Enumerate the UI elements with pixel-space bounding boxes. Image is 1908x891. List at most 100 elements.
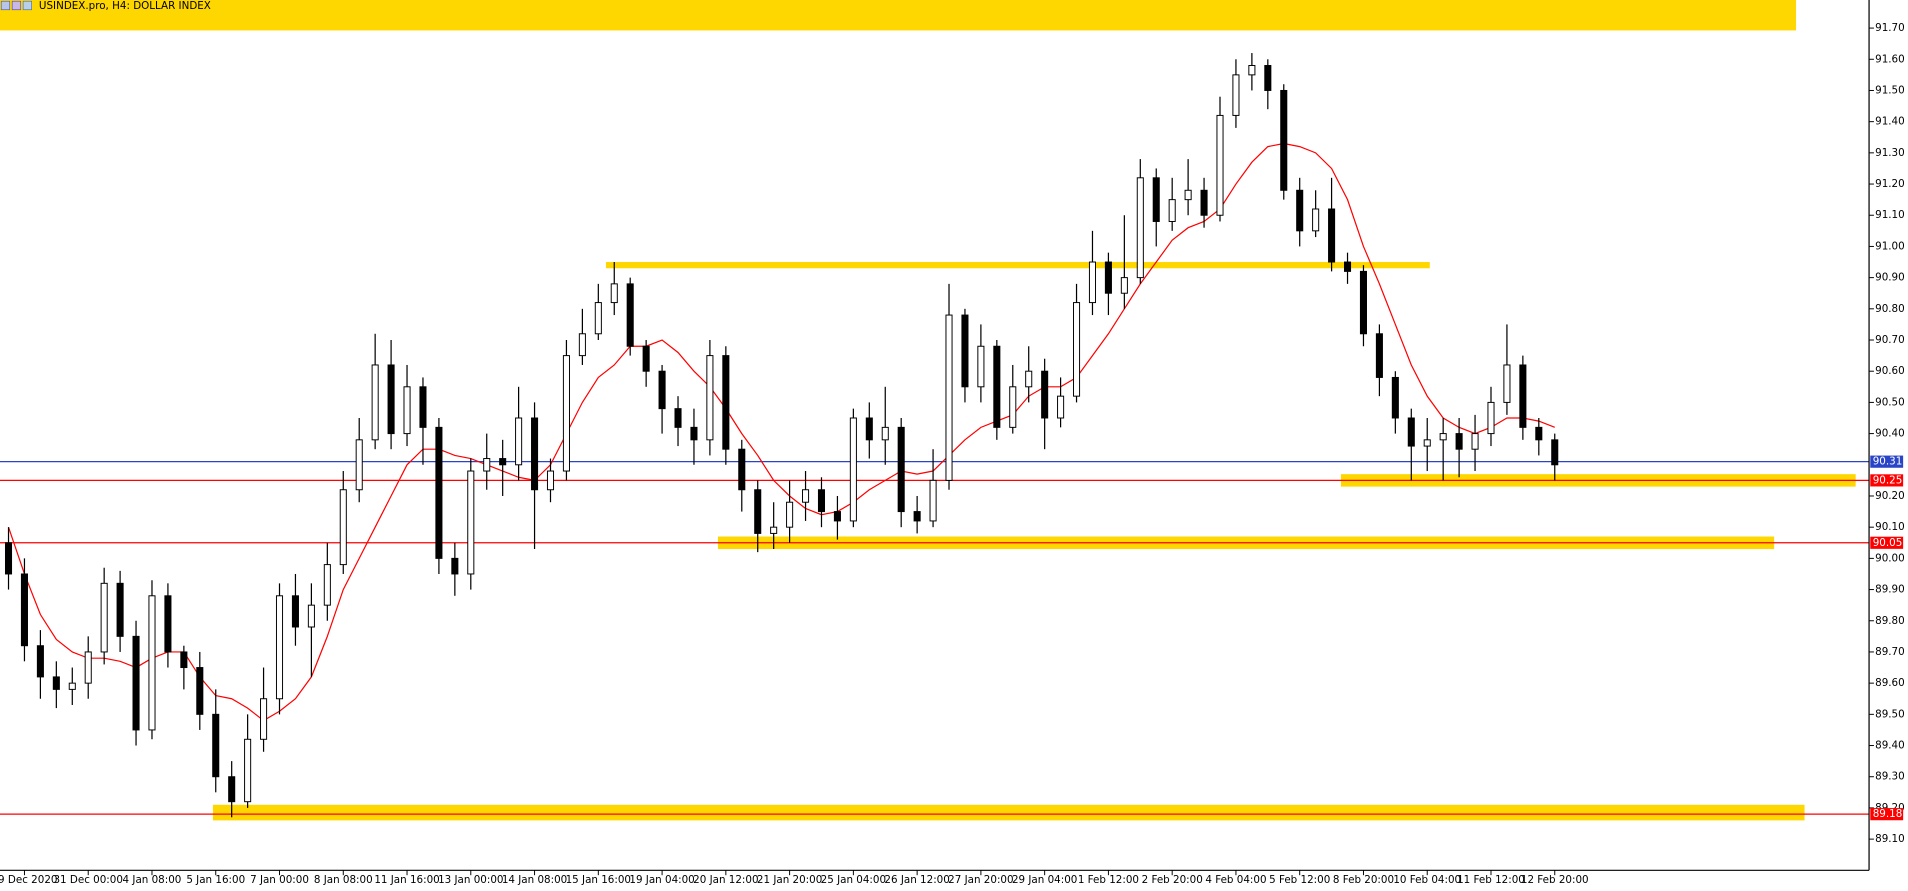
candle-body	[1343, 261, 1352, 272]
x-tick-label: 21 Jan 20:00	[757, 874, 822, 886]
y-tick-label: 90.20	[1875, 490, 1905, 502]
candle-body	[1423, 439, 1431, 447]
candle-body	[1359, 270, 1367, 335]
x-tick-label: 26 Jan 12:00	[884, 874, 949, 886]
candle-body	[690, 426, 698, 441]
y-tick-label: 91.70	[1875, 22, 1905, 34]
candle-body	[1296, 189, 1304, 232]
y-tick-label: 89.30	[1875, 771, 1905, 783]
y-tick-label: 90.60	[1875, 365, 1905, 377]
candle-body	[770, 526, 778, 534]
ma-layer	[7, 142, 1555, 722]
icon[interactable]	[22, 0, 33, 11]
candle-body	[116, 582, 124, 637]
icon[interactable]	[0, 0, 11, 11]
level-label: 90.25	[1873, 474, 1903, 486]
candle-body	[1216, 114, 1224, 216]
candle-body	[499, 458, 507, 466]
candle-body	[562, 355, 570, 472]
candle-body	[260, 698, 268, 740]
candle-body	[52, 676, 60, 690]
candle-body	[212, 713, 220, 778]
y-tick-label: 89.70	[1875, 646, 1905, 658]
candle-body	[387, 364, 395, 435]
candle-body	[1487, 401, 1495, 435]
candle-body	[754, 489, 762, 534]
candle-body	[467, 470, 475, 575]
candle-body	[897, 426, 905, 513]
candle-body	[1455, 433, 1463, 450]
candle-body	[515, 417, 523, 466]
candle-body	[100, 582, 108, 653]
y-tick-label: 91.40	[1875, 116, 1905, 128]
x-tick-label: 29 Dec 2020	[0, 874, 57, 886]
candle-body	[1152, 177, 1160, 222]
candle-body	[244, 738, 252, 803]
candle-body	[1232, 74, 1240, 116]
candle-body	[307, 604, 315, 628]
candle-body	[275, 595, 284, 700]
x-tick-label: 4 Feb 04:00	[1205, 874, 1266, 886]
x-tick-label: 19 Jan 04:00	[629, 874, 694, 886]
candle-body	[594, 302, 602, 335]
candle-body	[196, 667, 204, 715]
x-tick-label: 29 Jan 04:00	[1012, 874, 1077, 886]
candle-body	[722, 355, 730, 450]
y-tick-label: 91.30	[1875, 147, 1905, 159]
candle-body	[36, 645, 44, 678]
y-tick-label: 90.40	[1875, 428, 1905, 440]
y-tick-label: 91.20	[1875, 178, 1905, 190]
candle-body	[228, 776, 236, 803]
y-tick-label: 90.50	[1875, 396, 1905, 408]
candle-body	[291, 595, 299, 628]
x-tick-label: 31 Dec 00:00	[53, 874, 122, 886]
candle-body	[132, 635, 140, 731]
candle-body	[817, 489, 826, 513]
x-tick-label: 25 Jan 04:00	[821, 874, 886, 886]
candle-body	[1025, 370, 1033, 388]
candle-body	[20, 573, 28, 647]
candle-body	[1280, 89, 1288, 191]
candle-body	[929, 479, 937, 522]
y-tick-label: 89.50	[1875, 708, 1905, 720]
candle-body	[977, 345, 985, 388]
candle-body	[1391, 376, 1399, 419]
candle-body	[626, 283, 634, 347]
candle-body	[1200, 189, 1208, 216]
y-tick-label: 90.80	[1875, 303, 1905, 315]
candle-body	[451, 557, 459, 575]
candle-body	[1184, 189, 1192, 201]
y-tick-label: 89.80	[1875, 615, 1905, 627]
candle-body	[881, 426, 889, 441]
x-tick-label: 8 Feb 20:00	[1333, 874, 1394, 886]
y-tick-label: 89.10	[1875, 833, 1905, 845]
candle-body	[1009, 386, 1017, 428]
candles-layer	[4, 53, 1559, 818]
level-label-box	[1870, 455, 1904, 468]
level-label: 90.05	[1873, 537, 1903, 549]
candle-body	[802, 489, 810, 503]
candle-body	[164, 595, 172, 653]
axis-layer: 91.70 91.60 91.50 91.40 91.30 91.20 91.10 91.00…	[0, 22, 1905, 886]
y-tick-label: 89.40	[1875, 740, 1905, 752]
candle-body	[833, 511, 841, 522]
x-tick-label: 15 Jan 16:00	[566, 874, 631, 886]
x-tick-label: 2 Feb 20:00	[1142, 874, 1203, 886]
candle-body	[403, 386, 411, 435]
y-tick-label: 90.00	[1875, 552, 1905, 564]
candle-body	[371, 364, 379, 441]
candle-body	[993, 345, 1001, 428]
level-label: 89.18	[1873, 808, 1903, 820]
candle-body	[323, 564, 331, 606]
candle-body	[1120, 277, 1128, 294]
y-tick-label: 90.90	[1875, 272, 1905, 284]
level-label: 90.31	[1873, 456, 1903, 468]
candle-body	[1041, 370, 1049, 419]
x-tick-label: 8 Jan 08:00	[314, 874, 373, 886]
candle-body	[1073, 302, 1081, 397]
icon[interactable]	[11, 0, 22, 11]
candle-body	[180, 651, 188, 669]
x-tick-label: 7 Jan 00:00	[250, 874, 309, 886]
y-tick-label: 91.50	[1875, 84, 1905, 96]
